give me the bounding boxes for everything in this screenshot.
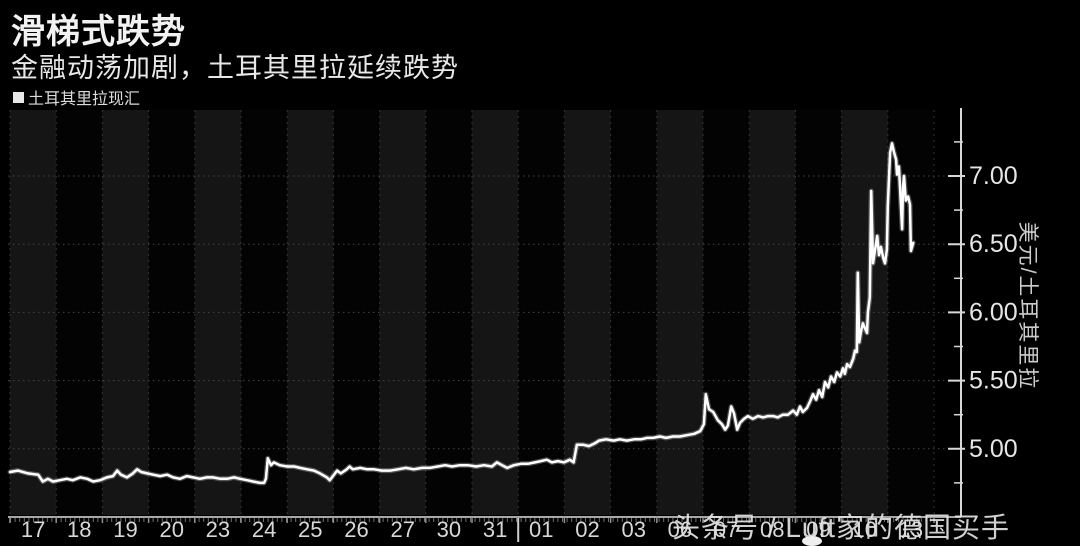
day-band [518,110,565,515]
x-tick-label: 30 [437,517,461,542]
x-tick-label: 02 [575,517,599,542]
x-tick-label: 25 [298,517,322,542]
x-tick-label: 19 [113,517,137,542]
day-band [148,110,195,515]
x-tick-label: 17 [21,517,45,542]
x-tick-label: 31 [483,517,507,542]
x-tick-label: 26 [344,517,368,542]
day-band [656,110,703,515]
x-tick-label: 20 [159,517,183,542]
x-tick-label: 06 [668,517,692,542]
y-tick-label: 5.00 [969,435,1018,463]
x-tick-label: 27 [390,517,414,542]
legend-swatch-icon [13,91,24,103]
x-tick-label: 03 [621,517,645,542]
day-band [887,110,934,515]
watermark: 头条号 / Luft家的德国买手 [672,512,1011,543]
page-title: 滑梯式跌势 [11,13,186,51]
x-tick-label: 07 [714,517,738,542]
day-band [564,110,611,515]
day-band [102,110,149,515]
day-band [703,110,750,515]
y-tick-label: 5.50 [969,367,1018,395]
price-line [8,142,915,485]
page-subtitle: 金融动荡加剧，土耳其里拉延续跌势 [11,53,459,83]
x-tick-label: 18 [67,517,91,542]
y-tick-label: 6.00 [969,298,1018,326]
y-tick-label: 7.00 [969,162,1018,190]
x-tick-label: 24 [252,517,276,542]
day-band [749,110,796,515]
legend: 土耳其里拉现汇 [13,85,140,109]
y-tick-label: 6.50 [969,230,1018,258]
x-tick-label: 01 [529,517,553,542]
x-tick-label: 13 [899,517,923,542]
day-band [287,110,334,515]
day-band [472,110,519,515]
x-tick-label: 08 [760,517,784,542]
x-tick-label: 23 [206,517,230,542]
x-tick-label: 10 [852,517,876,542]
y-axis-title: 美元/土耳其里拉 [1016,221,1039,391]
day-band [333,110,380,515]
legend-label: 土耳其里拉现汇 [28,91,141,108]
watermark-logo-icon [802,536,822,546]
